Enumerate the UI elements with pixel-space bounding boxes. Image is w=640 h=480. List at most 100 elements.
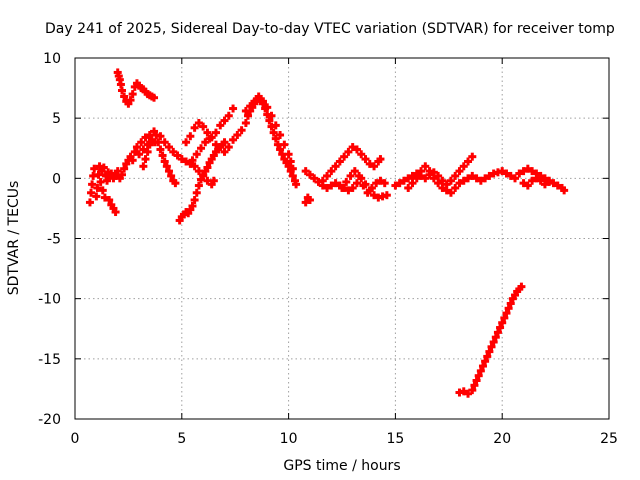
data-point: [203, 163, 212, 172]
y-tick-label: 10: [43, 51, 61, 67]
data-point: [301, 167, 310, 176]
data-point: [472, 174, 481, 183]
data-point: [305, 195, 314, 204]
data-point: [190, 195, 199, 204]
data-point: [372, 179, 381, 188]
data-point: [540, 180, 549, 189]
data-point: [220, 147, 229, 156]
data-point: [412, 174, 421, 183]
data-point: [192, 188, 201, 197]
y-tick-label: -5: [47, 232, 61, 248]
data-point: [498, 167, 507, 176]
data-point: [502, 309, 511, 318]
x-tick-label: 5: [177, 431, 186, 447]
data-point: [468, 171, 477, 180]
data-point: [276, 145, 285, 154]
data-point: [150, 93, 159, 102]
data-point: [169, 147, 178, 156]
data-point: [190, 162, 199, 171]
data-point: [483, 352, 492, 361]
data-point: [126, 96, 135, 105]
data-point: [269, 128, 278, 137]
data-point: [553, 181, 562, 190]
data-point: [156, 145, 165, 154]
data-point: [391, 181, 400, 190]
data-point: [459, 176, 468, 185]
data-point: [442, 186, 451, 195]
data-point: [468, 386, 477, 395]
data-point: [459, 162, 468, 171]
data-point: [117, 170, 126, 179]
data-point: [408, 179, 417, 188]
data-point: [137, 138, 146, 147]
data-point: [376, 155, 385, 164]
data-point: [327, 167, 336, 176]
x-tick-label: 0: [71, 431, 80, 447]
data-point: [434, 171, 443, 180]
data-point: [455, 179, 464, 188]
data-point: [481, 174, 490, 183]
data-point: [288, 171, 297, 180]
data-point: [224, 111, 233, 120]
data-point: [85, 198, 94, 207]
data-point: [438, 183, 447, 192]
plot-frame: [74, 57, 610, 420]
data-point: [380, 179, 389, 188]
x-tick-label: 25: [600, 431, 618, 447]
data-point: [459, 387, 468, 396]
data-point: [485, 347, 494, 356]
data-point: [327, 181, 336, 190]
data-point: [188, 202, 197, 211]
data-point: [160, 138, 169, 147]
data-point: [158, 151, 167, 160]
data-point: [502, 169, 511, 178]
data-point: [446, 176, 455, 185]
data-point: [367, 183, 376, 192]
data-point: [545, 177, 554, 186]
y-tick-label: -20: [38, 412, 61, 428]
data-point: [271, 134, 280, 143]
data-point: [186, 132, 195, 141]
data-point: [263, 103, 272, 112]
data-point: [376, 176, 385, 185]
x-tick-label: 10: [280, 431, 298, 447]
data-point: [560, 186, 569, 195]
data-point: [201, 138, 210, 147]
data-point: [532, 174, 541, 183]
data-point: [241, 118, 250, 127]
data-point: [382, 191, 391, 200]
data-point: [284, 162, 293, 171]
data-point: [220, 138, 229, 147]
data-point: [340, 152, 349, 161]
data-point: [98, 186, 107, 195]
data-point: [241, 106, 250, 115]
data-point: [323, 183, 332, 192]
data-point: [229, 135, 238, 144]
data-point: [504, 304, 513, 313]
data-point: [162, 162, 171, 171]
data-point: [216, 121, 225, 130]
data-point: [523, 164, 532, 173]
data-point: [365, 159, 374, 168]
x-axis-label: GPS time / hours: [283, 458, 400, 474]
data-point: [254, 94, 263, 103]
data-point: [128, 156, 137, 165]
data-point: [211, 140, 220, 149]
data-point: [451, 183, 460, 192]
data-point: [344, 147, 353, 156]
data-point: [536, 176, 545, 185]
data-point: [292, 180, 301, 189]
data-point: [318, 176, 327, 185]
x-tick-label: 20: [493, 431, 511, 447]
data-point: [342, 177, 351, 186]
data-point: [203, 128, 212, 137]
data-point: [455, 167, 464, 176]
data-point: [399, 176, 408, 185]
data-point: [417, 167, 426, 176]
data-point: [472, 376, 481, 385]
data-point: [485, 171, 494, 180]
data-point: [229, 104, 238, 113]
y-tick-label: 0: [52, 171, 61, 187]
data-point: [305, 170, 314, 179]
